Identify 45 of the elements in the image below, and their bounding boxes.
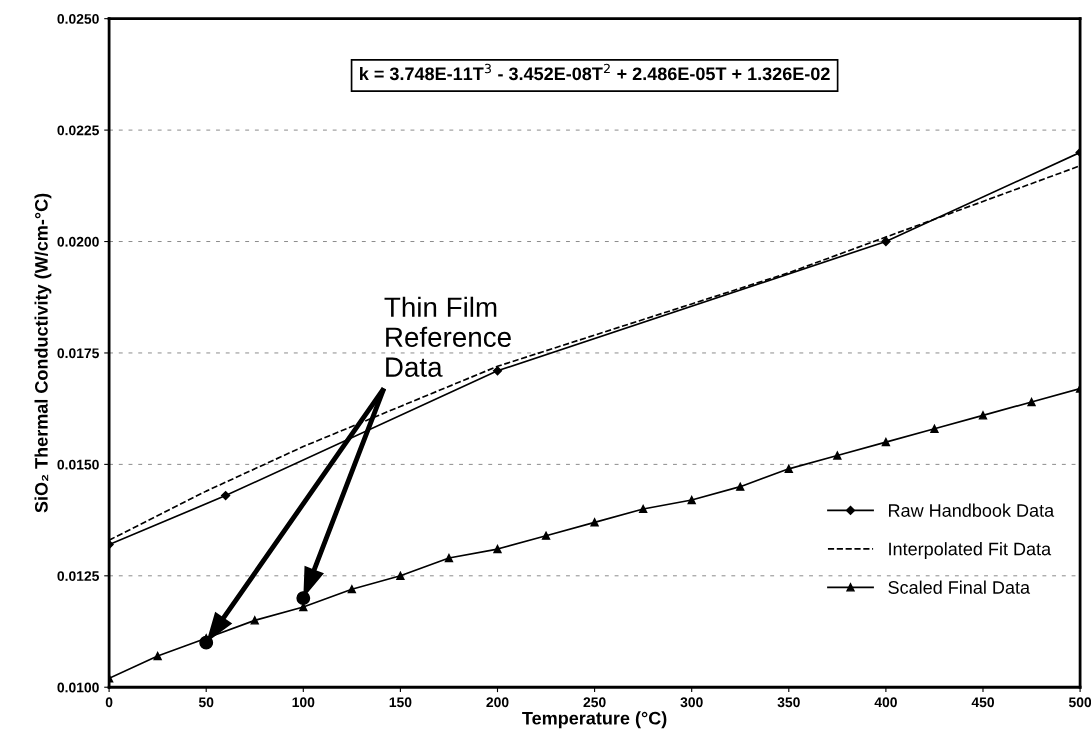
- annotation: Thin Film Reference Data: [384, 296, 511, 377]
- x-tick-label: 450: [971, 697, 995, 708]
- y-tick-label: 0.0225: [57, 125, 99, 136]
- point: [687, 495, 696, 505]
- point: [978, 411, 988, 420]
- y-tick-label: 0.0250: [57, 14, 99, 24]
- point: [396, 571, 405, 580]
- point: [250, 616, 259, 625]
- point: [930, 424, 939, 433]
- x-tick-label: 100: [292, 697, 315, 708]
- x-tick-label: 300: [680, 697, 703, 708]
- point: [736, 482, 745, 491]
- x-axis-title: Temperature (°C): [522, 711, 667, 729]
- y-tick-label: 0.0125: [57, 571, 99, 581]
- point: [541, 531, 551, 540]
- x-tick-label: 200: [486, 697, 509, 708]
- x-tick-label: 400: [874, 697, 897, 708]
- legend-label: Raw Handbook Data: [889, 503, 1055, 517]
- legend-label: Scaled Final Data: [888, 580, 1031, 594]
- point: [784, 464, 793, 474]
- point: [638, 504, 648, 514]
- point: [220, 490, 231, 501]
- point: [833, 451, 842, 460]
- point: [590, 518, 599, 527]
- y-tick-label: 0.0200: [57, 236, 99, 247]
- legend-label: Interpolated Fit Data: [889, 542, 1052, 559]
- point: [881, 437, 891, 447]
- x-tick-label: 0: [105, 697, 113, 708]
- x-tick-label: 50: [198, 697, 214, 708]
- y-tick-label: 0.0175: [57, 348, 99, 359]
- x-tick-label: 350: [777, 697, 800, 708]
- point: [881, 236, 891, 247]
- annotation: k = 3.748E-11T$^{3}$ - 3.452E-08T$^{2}$ + 2.486E-05T + 1.326E-02: [360, 63, 830, 81]
- point: [492, 366, 503, 376]
- x-tick-label: 250: [583, 697, 606, 708]
- point: [444, 553, 454, 563]
- point: [347, 585, 357, 594]
- point: [493, 544, 502, 554]
- y-tick-label: 0.0100: [57, 682, 99, 693]
- point: [1027, 397, 1036, 407]
- x-tick-label: 150: [389, 697, 412, 708]
- x-tick-label: 500: [1068, 697, 1091, 708]
- y-axis-title: SiO₂ Thermal Conductivity (W/cm-°C): [34, 193, 52, 513]
- point: [153, 651, 162, 661]
- y-tick-label: 0.0150: [57, 459, 99, 470]
